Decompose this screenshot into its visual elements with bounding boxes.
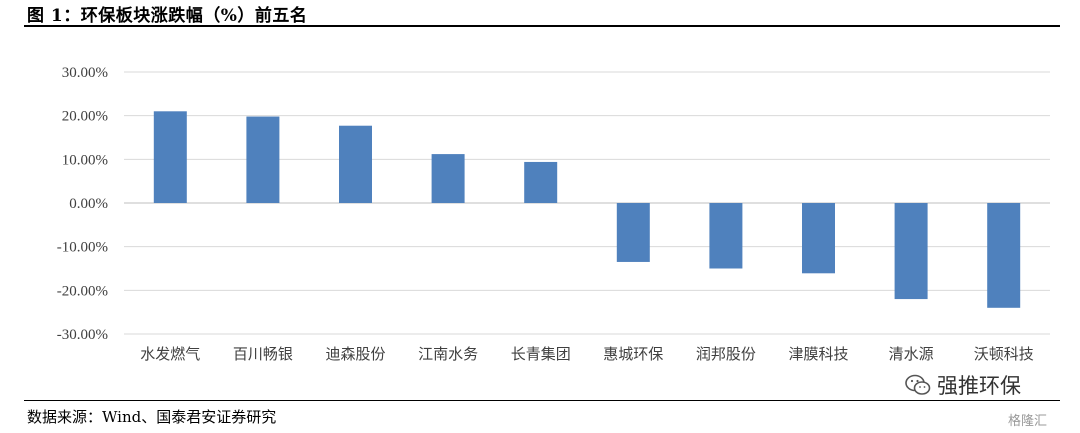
x-tick-label: 惠城环保 [603, 345, 663, 363]
bars [153, 111, 1021, 308]
x-tick-label: 迪森股份 [325, 345, 385, 363]
bar [802, 203, 835, 274]
y-tick-label: 20.00% [62, 109, 108, 125]
y-tick-label: 30.00% [62, 65, 108, 81]
watermark: 强推环保 [905, 370, 1021, 400]
top-rule [24, 25, 1060, 27]
x-tick-label: 长青集团 [511, 345, 571, 363]
bar [246, 116, 280, 203]
x-tick-label: 百川畅银 [233, 345, 293, 363]
y-tick-label: 0.00% [69, 196, 108, 212]
x-axis-tick-labels: 水发燃气 百川畅银 迪森股份 江南水务 长青集团 惠城环保 润邦股份 津膜科技 清水源 沃顿科技 [140, 345, 1033, 363]
y-tick-label: 10.00% [62, 152, 108, 168]
bar [153, 111, 187, 203]
bottom-rule [24, 400, 1060, 401]
y-tick-label: -30.00% [57, 327, 108, 343]
bar [431, 154, 465, 203]
bar [339, 125, 372, 203]
x-tick-label: 润邦股份 [696, 345, 756, 363]
x-tick-label: 水发燃气 [140, 345, 200, 363]
bar [524, 161, 558, 203]
x-tick-label: 沃顿科技 [974, 345, 1034, 363]
bar [616, 203, 650, 262]
y-tick-label: -10.00% [57, 240, 108, 256]
corner-watermark: 格隆汇 [1008, 414, 1048, 429]
x-tick-label: 清水源 [889, 345, 934, 363]
wechat-icon [905, 374, 931, 395]
watermark-text: 强推环保 [937, 374, 1021, 398]
bar-chart: 30.00% 20.00% 10.00% 0.00% -10.00% -20.00% -30… [57, 65, 1050, 363]
bar [709, 203, 743, 269]
bar [987, 203, 1021, 308]
x-tick-label: 江南水务 [418, 345, 478, 363]
bar [894, 203, 928, 300]
x-tick-label: 津膜科技 [788, 345, 848, 363]
y-tick-label: -20.00% [57, 283, 108, 299]
y-axis-tick-labels: 30.00% 20.00% 10.00% 0.00% -10.00% -20.00% -30… [57, 65, 108, 343]
source-note: 数据来源：Wind、国泰君安证券研究 [27, 408, 277, 426]
figure-title: 图 1：环保板块涨跌幅（%）前五名 [27, 6, 308, 26]
